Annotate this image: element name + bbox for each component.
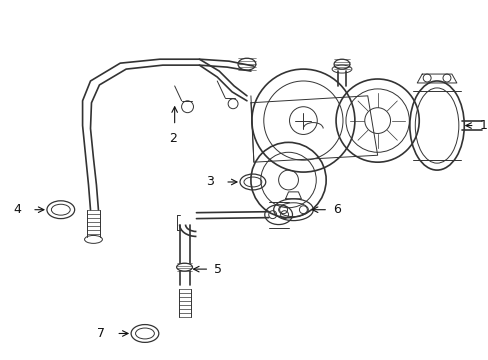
Text: 5: 5 — [214, 262, 222, 276]
Text: 6: 6 — [332, 203, 340, 216]
Text: 2: 2 — [168, 132, 176, 145]
Text: 3: 3 — [206, 175, 214, 189]
Text: 1: 1 — [479, 119, 487, 132]
Text: 4: 4 — [13, 203, 21, 216]
Text: 7: 7 — [97, 327, 105, 340]
